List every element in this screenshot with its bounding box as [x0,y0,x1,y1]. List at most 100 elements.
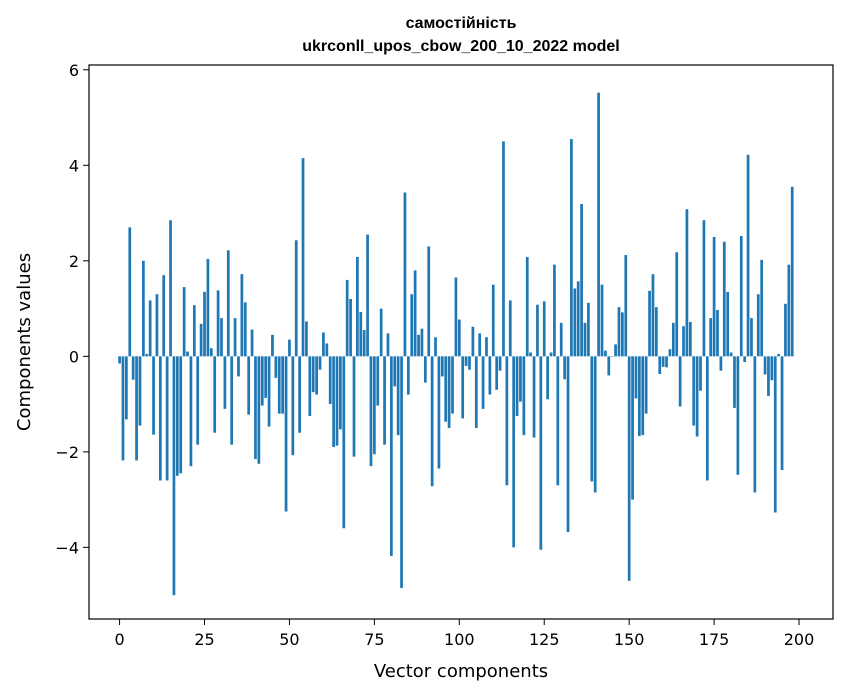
bar-16 [172,356,176,596]
bar-24 [199,323,203,357]
bar-47 [277,356,281,414]
x-axis-label: Vector components [374,661,548,682]
bar-61 [325,343,329,357]
bar-127 [549,352,553,357]
bar-181 [733,356,736,408]
bar-25 [203,291,206,357]
bar-37 [243,302,247,357]
bar-109 [488,356,492,395]
bar-157 [651,274,655,357]
bar-134 [573,288,577,357]
bar-161 [665,356,668,368]
bar-126 [546,356,549,400]
bar-91 [427,246,431,357]
bar-67 [345,279,349,357]
bar-4 [131,356,135,380]
bar-51 [291,356,295,456]
bar-170 [695,356,699,437]
bar-163 [671,322,675,357]
bar-103 [468,356,471,370]
bar-80 [390,356,393,556]
bar-198 [790,186,794,357]
y-tick-label: 2 [69,252,79,271]
bar-142 [600,284,604,357]
bar-72 [362,330,366,357]
bar-182 [736,356,740,475]
bar-7 [142,260,145,357]
bar-93 [434,337,437,357]
bar-107 [481,356,485,409]
bar-36 [240,274,244,357]
bar-45 [271,334,274,357]
bar-195 [780,356,784,470]
bar-65 [339,356,342,430]
bar-125 [542,301,546,357]
bar-167 [685,209,689,357]
bar-158 [654,307,658,357]
bar-60 [322,332,325,357]
bar-151 [631,356,634,500]
bar-53 [298,356,301,433]
bar-162 [668,349,672,357]
bar-174 [709,318,713,357]
bar-78 [383,356,386,445]
y-axis-label: Components values [14,253,35,431]
bar-171 [699,356,702,391]
bar-63 [332,356,335,448]
bar-178 [722,241,726,357]
bar-177 [719,356,723,371]
bar-143 [604,350,607,357]
y-tick-label: 0 [69,347,79,366]
bar-179 [726,291,730,357]
bar-26 [206,258,210,357]
bar-35 [237,356,240,377]
bar-92 [430,356,434,487]
bar-90 [423,356,427,383]
bar-97 [447,356,451,428]
bar-49 [284,356,288,512]
bar-152 [634,356,638,399]
bar-153 [638,356,641,437]
bar-113 [502,141,505,357]
bar-196 [784,303,787,357]
bar-191 [767,356,770,396]
bar-114 [505,356,509,486]
x-axis: 0 25 50 75 100 125 150 175 200 [114,619,814,649]
bar-70 [356,256,359,357]
bar-69 [352,356,356,457]
bar-144 [607,356,611,376]
x-tick-label: 200 [784,630,815,649]
bar-33 [230,356,234,445]
bar-38 [247,356,251,415]
x-tick-label: 150 [614,630,645,649]
bar-82 [396,356,400,436]
bar-131 [563,356,566,380]
bar-185 [746,154,750,357]
bar-99 [454,277,458,357]
bar-58 [315,356,318,395]
y-tick-label: 4 [69,156,79,175]
bar-40 [254,356,257,460]
plot-frame [88,64,834,620]
bar-43 [264,356,268,398]
bar-194 [777,353,780,357]
bar-64 [335,356,339,446]
bar-100 [457,319,461,357]
bar-119 [522,356,526,436]
bar-130 [559,322,563,357]
bar-59 [318,356,322,370]
bar-76 [376,356,380,406]
bar-75 [373,356,376,455]
bar-71 [359,311,363,357]
y-tick-label: −4 [55,538,79,557]
bar-6 [138,356,142,426]
bar-54 [301,158,305,357]
x-tick-label: 175 [699,630,730,649]
bar-112 [498,356,502,371]
bar-81 [393,356,397,387]
bar-138 [587,302,590,357]
bar-77 [379,308,383,357]
bar-94 [437,356,441,469]
bar-150 [627,356,631,581]
